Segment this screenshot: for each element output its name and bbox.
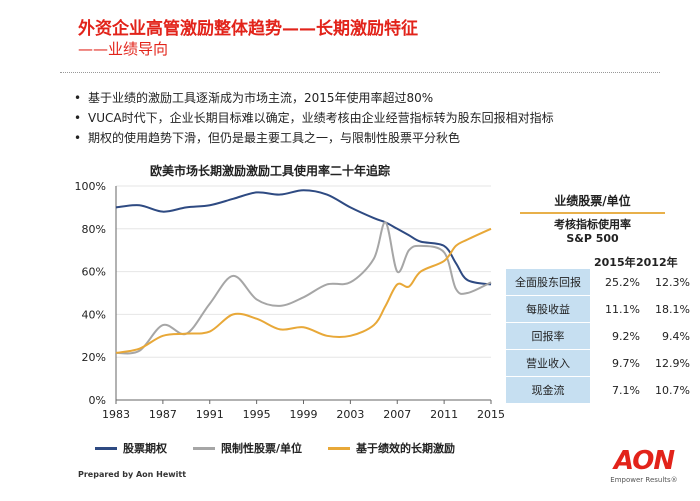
bullet-item: 基于业绩的激励工具逐渐成为市场主流，2015年使用率超过80%: [72, 88, 554, 108]
row-value-2012: 12.9%: [655, 356, 690, 370]
legend-swatch: [328, 446, 351, 450]
column-header-2012: 2012年: [636, 256, 678, 269]
table-row: 每股收益 11.1% 18.1%: [506, 296, 690, 322]
x-tick-label: 2007: [383, 408, 411, 421]
row-value-2012: 10.7%: [655, 383, 690, 397]
series-line-restricted-stock: [115, 221, 492, 355]
table-heading: 业绩股票/单位: [554, 194, 631, 208]
row-value-2015: 9.2%: [612, 329, 640, 343]
y-tick-label: 60%: [82, 266, 106, 279]
row-category: 每股收益: [506, 296, 590, 322]
legend-label: 限制性股票/单位: [221, 442, 303, 455]
table-subheading: 考核指标使用率: [554, 218, 631, 231]
logo-tagline: Empower Results®: [610, 476, 678, 484]
y-tick-label: 20%: [82, 351, 106, 364]
y-tick-label: 100%: [75, 180, 106, 193]
y-tick-label: 40%: [82, 308, 106, 321]
row-value-2012: 18.1%: [655, 302, 690, 316]
row-category: 回报率: [506, 323, 590, 349]
legend-label: 基于绩效的长期激励: [356, 442, 456, 455]
metrics-table: 全面股东回报 25.2% 12.3% 每股收益 11.1% 18.1% 回报率 …: [506, 269, 690, 404]
series-line-performance-based: [115, 227, 492, 354]
table-row: 回报率 9.2% 9.4%: [506, 323, 690, 349]
legend-item-restricted-stock: 限制性股票/单位: [193, 440, 302, 456]
table-row: 现金流 7.1% 10.7%: [506, 377, 690, 403]
legend-swatch: [95, 446, 117, 450]
legend-label: 股票期权: [123, 442, 167, 455]
page-title: 外资企业高管激励整体趋势——长期激励特征: [78, 19, 418, 39]
table-row: 营业收入 9.7% 12.9%: [506, 350, 690, 376]
row-value-2015: 25.2%: [605, 275, 640, 289]
table-title: 业绩股票/单位 考核指标使用率 S&P 500: [520, 192, 665, 246]
x-tick-label: 1995: [243, 408, 271, 421]
row-value-2012: 9.4%: [662, 329, 690, 343]
row-value-2012: 12.3%: [655, 275, 690, 289]
y-tick-label: 80%: [82, 223, 106, 236]
footer-credit: Prepared by Aon Hewitt: [78, 470, 187, 479]
x-tick-label: 2015: [477, 408, 505, 421]
x-tick-label: 2003: [336, 408, 364, 421]
row-category: 营业收入: [506, 350, 590, 376]
chart-title: 欧美市场长期激励激励工具使用率二十年追踪: [150, 164, 391, 178]
bullet-item: VUCA时代下，企业长期目标难以确定，业绩考核由企业经营指标转为股东回报相对指标: [72, 108, 554, 128]
column-header-2015: 2015年: [594, 256, 636, 269]
aon-logo: AON Empower Results®: [604, 448, 684, 484]
bullet-list: 基于业绩的激励工具逐渐成为市场主流，2015年使用率超过80% VUCA时代下，…: [72, 88, 554, 148]
row-value-2015: 7.1%: [612, 383, 640, 397]
table-title-divider: [520, 212, 665, 214]
x-tick-label: 1987: [149, 408, 177, 421]
legend-item-performance-based: 基于绩效的长期激励: [328, 440, 455, 456]
x-tick-label: 2011: [430, 408, 458, 421]
row-category: 全面股东回报: [506, 269, 590, 295]
chart-legend: 股票期权 限制性股票/单位 基于绩效的长期激励: [95, 440, 455, 456]
row-category: 现金流: [506, 377, 590, 403]
logo-wordmark: AON: [613, 446, 675, 476]
x-tick-label: 1991: [196, 408, 224, 421]
x-tick-label: 1983: [102, 408, 130, 421]
table-source: S&P 500: [566, 232, 619, 245]
legend-item-stock-options: 股票期权: [95, 440, 167, 456]
y-tick-label: 0%: [89, 394, 106, 407]
row-value-2015: 9.7%: [612, 356, 640, 370]
page-subtitle: ——业绩导向: [78, 40, 169, 58]
x-tick-label: 1999: [290, 408, 318, 421]
title-divider: [60, 72, 660, 73]
legend-swatch: [193, 446, 215, 450]
bullet-item: 期权的使用趋势下滑，但仍是最主要工具之一，与限制性股票平分秋色: [72, 128, 554, 148]
series-line-stock-options: [115, 189, 492, 286]
table-row: 全面股东回报 25.2% 12.3%: [506, 269, 690, 295]
row-value-2015: 11.1%: [605, 302, 640, 316]
